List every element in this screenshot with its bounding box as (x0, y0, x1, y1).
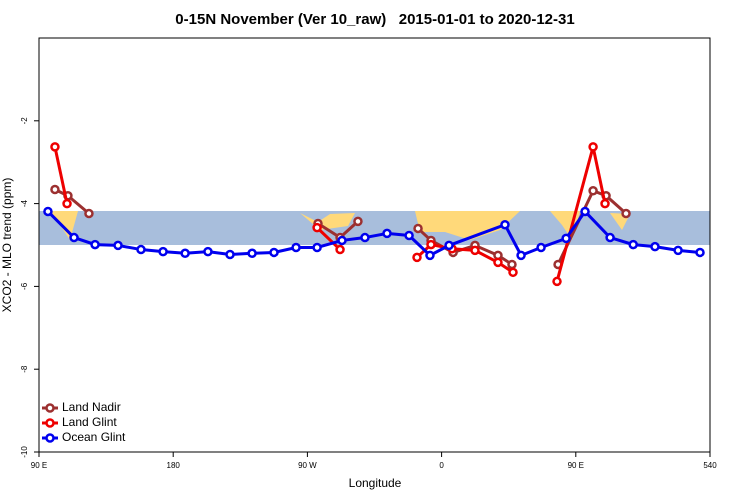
point (412, 252, 422, 263)
point (247, 248, 257, 259)
point (69, 232, 79, 243)
point (600, 198, 610, 209)
map-band (39, 211, 710, 245)
point (516, 250, 526, 261)
point (580, 206, 590, 217)
point (50, 184, 60, 195)
point (621, 208, 631, 219)
point (426, 239, 436, 250)
x-tick-label: 90 E (31, 461, 47, 470)
point (413, 223, 423, 234)
point (203, 246, 213, 257)
series-line (53, 146, 69, 204)
point (62, 198, 72, 209)
point (404, 230, 414, 241)
point (84, 208, 94, 219)
series-line (556, 188, 628, 266)
point (444, 240, 454, 251)
y-tick-label: -8 (20, 365, 29, 373)
point (180, 248, 190, 259)
point (650, 241, 660, 252)
legend-label: Land Nadir (62, 400, 121, 414)
legend-marker (45, 403, 55, 413)
plot-frame (38, 37, 711, 453)
x-tick-label: 540 (703, 461, 717, 470)
point (360, 232, 370, 243)
point (552, 276, 562, 287)
x-tick-label: 90 E (568, 461, 584, 470)
point (508, 267, 518, 278)
point (561, 233, 571, 244)
point (605, 232, 615, 243)
point (695, 247, 705, 258)
legend-label: Ocean Glint (62, 430, 126, 444)
point (291, 242, 301, 253)
point (43, 206, 53, 217)
point (507, 259, 517, 270)
point (337, 235, 347, 246)
point (158, 246, 168, 257)
series-line (54, 188, 90, 215)
point (673, 245, 683, 256)
x-tick-label: 180 (167, 461, 181, 470)
point (312, 242, 322, 253)
series-line (316, 226, 342, 251)
legend-label: Land Glint (62, 415, 117, 429)
legend-marker (45, 418, 55, 428)
point (493, 257, 503, 268)
point (225, 249, 235, 260)
point (335, 244, 345, 255)
legend-marker (45, 433, 55, 443)
point (588, 142, 598, 152)
x-axis-label: Longitude (349, 476, 402, 490)
point (500, 219, 510, 230)
point (353, 216, 363, 227)
point (90, 239, 100, 250)
y-tick-label: -2 (20, 117, 29, 125)
x-tick-label: 90 W (298, 461, 317, 470)
point (269, 247, 279, 258)
point (628, 239, 638, 250)
y-tick-label: -4 (20, 199, 29, 207)
chart-title: 0-15N November (Ver 10_raw) 2015-01-01 t… (175, 11, 574, 28)
y-axis-label: XCO2 - MLO trend (ppm) (0, 178, 14, 313)
point (425, 250, 435, 261)
point (470, 245, 480, 256)
point (382, 228, 392, 239)
point (536, 242, 546, 253)
point (136, 244, 146, 255)
x-tick-label: 0 (439, 461, 444, 470)
y-tick-label: -10 (20, 446, 29, 458)
point (50, 142, 60, 152)
y-tick-label: -6 (20, 282, 29, 290)
point (588, 186, 598, 196)
point (113, 240, 123, 251)
point (312, 222, 322, 233)
